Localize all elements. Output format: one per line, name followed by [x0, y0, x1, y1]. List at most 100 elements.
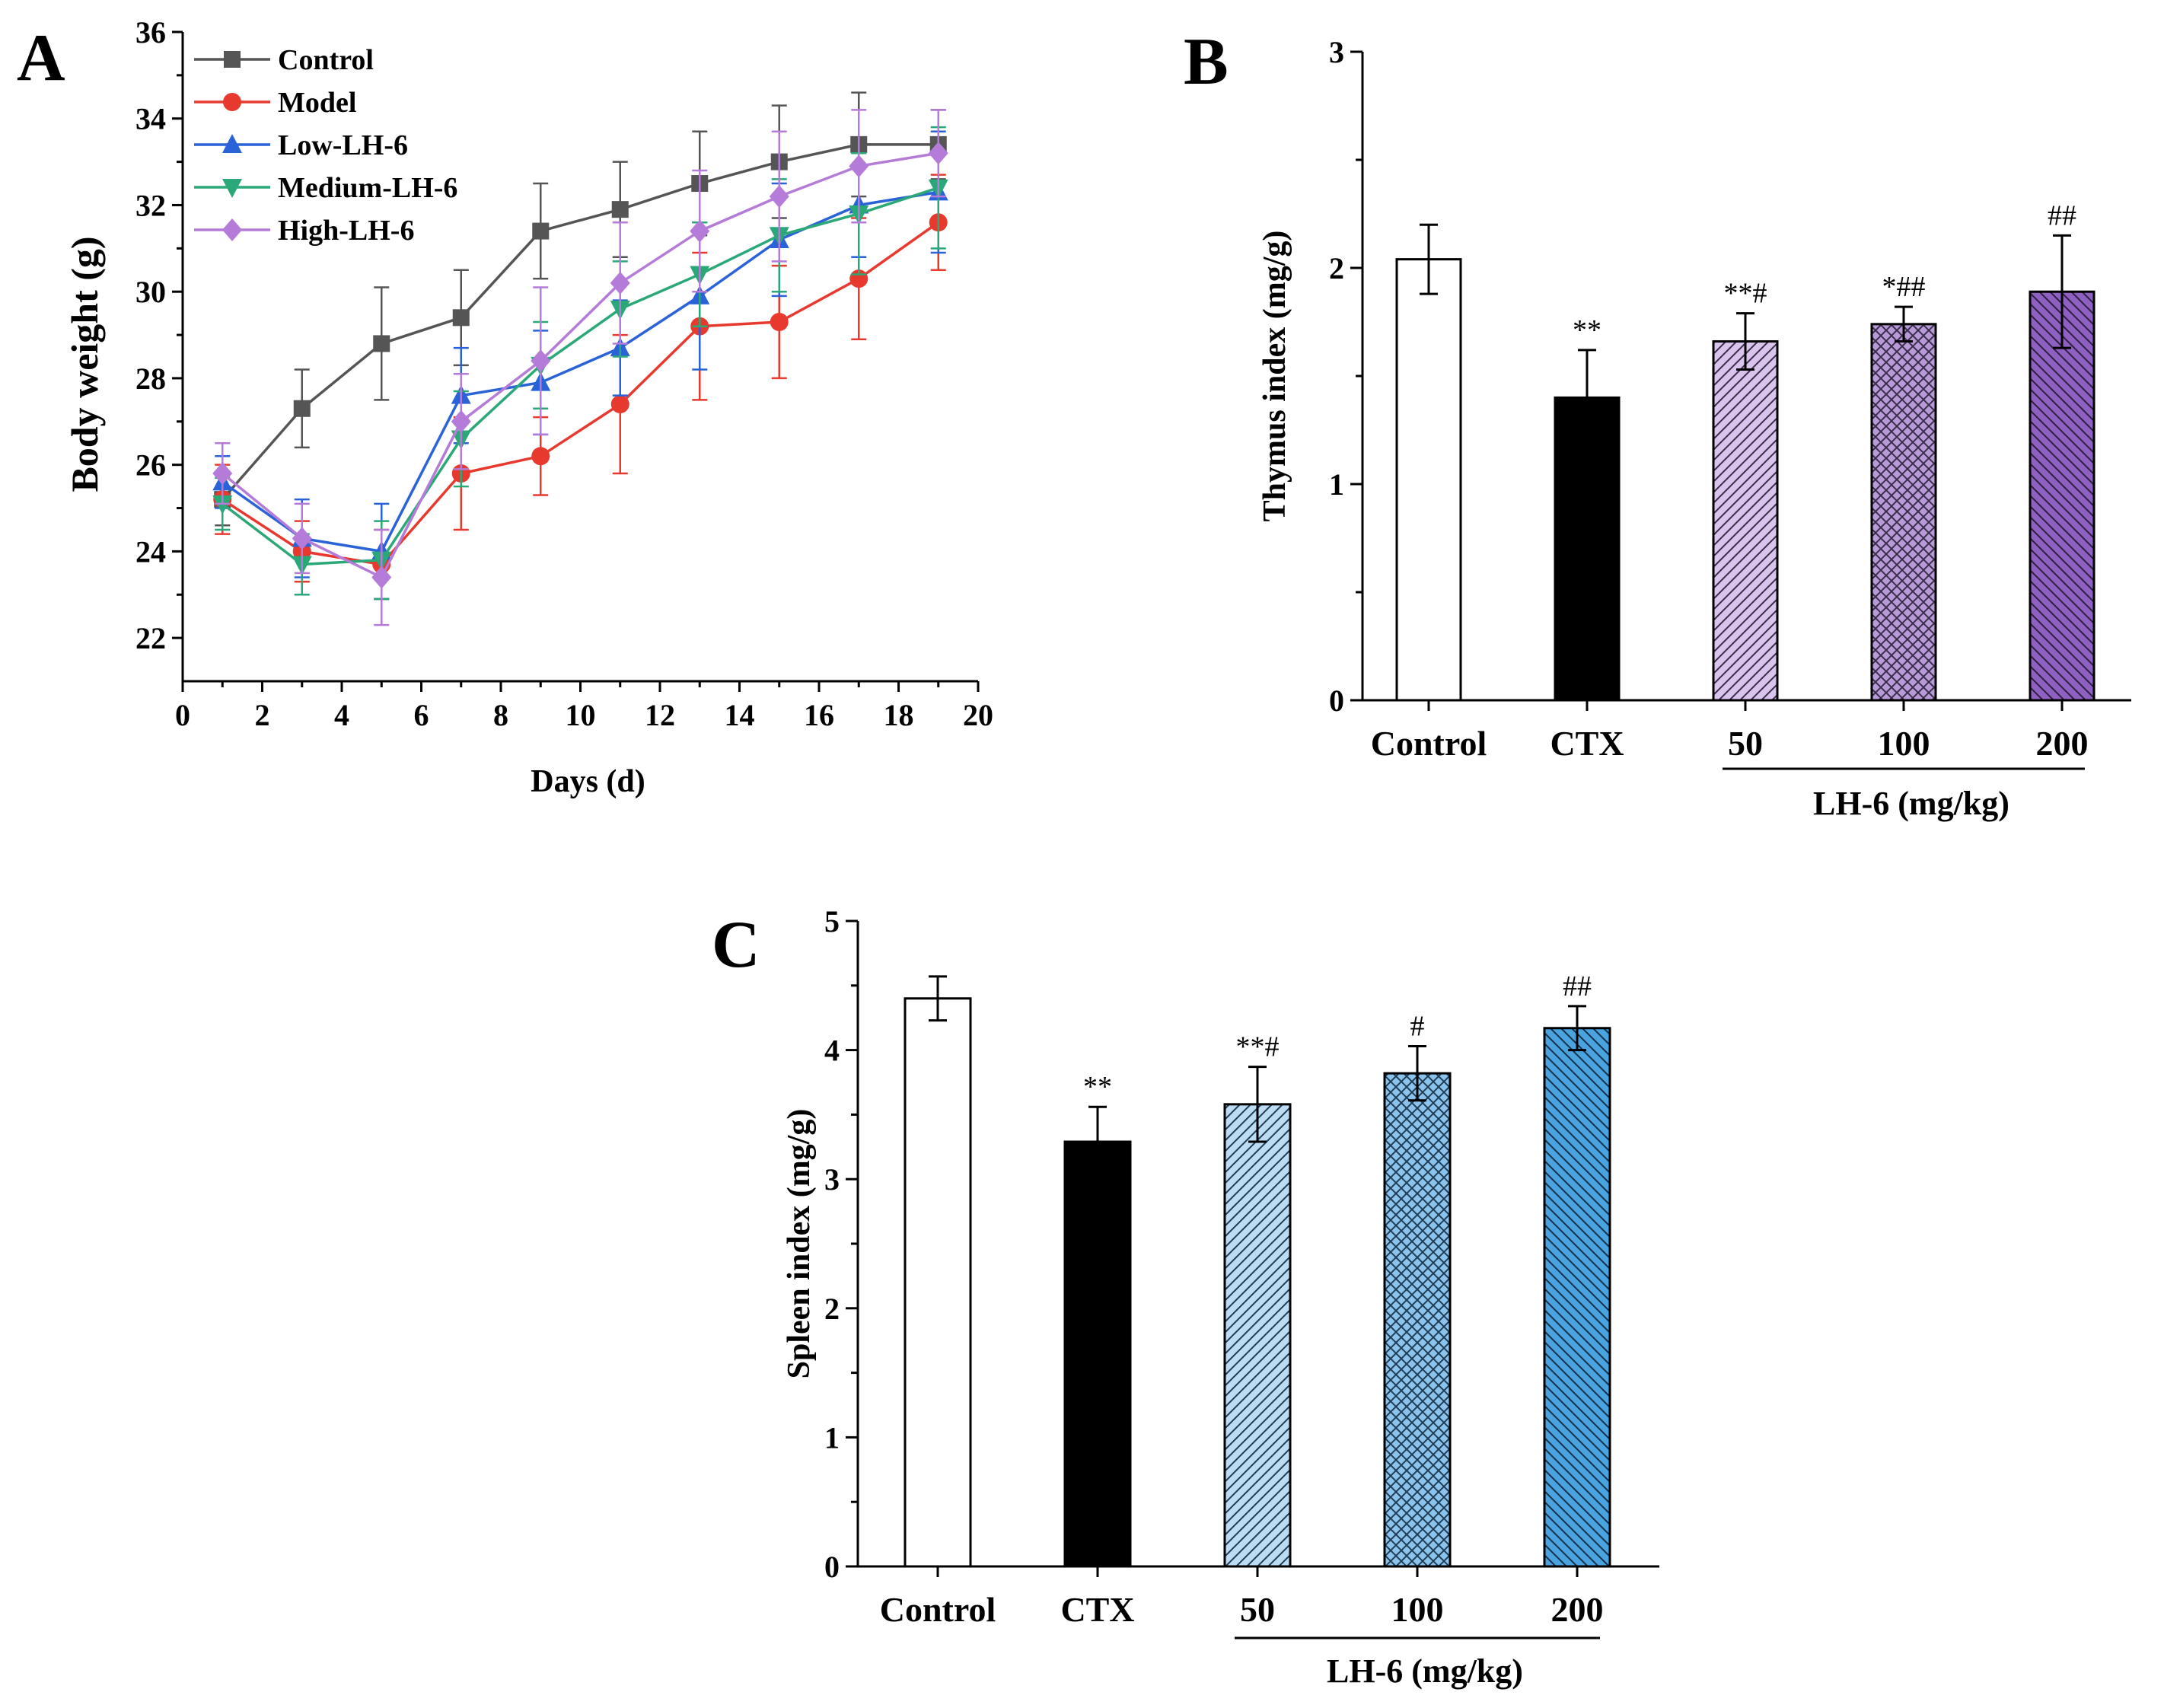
legend-label: Model: [278, 87, 356, 119]
bar-b-200: [2029, 290, 2095, 702]
group-label: LH-6 (mg/kg): [1327, 1652, 1523, 1690]
x-tick-label: 16: [804, 698, 834, 732]
data-point: [452, 309, 470, 327]
x-tick-label: 20: [963, 698, 993, 732]
bar-c-ctx: [1063, 1140, 1132, 1568]
bar-c-200: [1543, 1027, 1611, 1568]
category-label: 100: [1391, 1590, 1444, 1629]
data-point: [849, 155, 869, 178]
y-tick-label: 3: [824, 1162, 840, 1197]
category-label: 200: [2036, 724, 2089, 763]
data-point: [293, 400, 311, 417]
y-tick-label: 1: [824, 1420, 840, 1455]
x-tick-label: 4: [334, 698, 349, 732]
series-line: [221, 143, 939, 501]
legend: Control Model Low-LH-6 Medium-LH-6 High-LH-6: [194, 44, 457, 247]
y-tick-label: 1: [1329, 467, 1344, 502]
series-line: [221, 186, 939, 566]
y-tick-label: 28: [135, 362, 166, 396]
bar-b-100: [1870, 323, 1937, 702]
data-point: [531, 447, 550, 466]
category-label: Control: [880, 1590, 996, 1629]
bar-b-ctx: [1554, 396, 1621, 702]
category-label: CTX: [1060, 1590, 1134, 1629]
data-point: [770, 313, 789, 332]
x-tick-label: 12: [645, 698, 675, 732]
significance-label: **#: [1236, 1031, 1280, 1063]
series-line: [221, 190, 939, 553]
data-point: [531, 349, 551, 373]
group-label: LH-6 (mg/kg): [1813, 785, 2009, 822]
y-tick-label: 0: [1329, 684, 1344, 718]
data-point: [928, 142, 948, 165]
bar-b-50: [1712, 340, 1779, 702]
legend-swatch-marker: [222, 218, 242, 241]
data-point: [371, 566, 392, 589]
x-tick-label: 10: [566, 698, 596, 732]
legend-label: High-LH-6: [278, 215, 414, 247]
panel-letter-c: C: [712, 908, 760, 982]
legend-label: Control: [278, 44, 374, 76]
legend-swatch-marker: [222, 179, 242, 198]
panel-letter-b: B: [1184, 25, 1229, 99]
series-high-lh-6: [212, 109, 948, 626]
y-tick-label: 3: [1329, 35, 1344, 69]
series-line: [221, 221, 939, 566]
y-tick-label: 22: [135, 621, 166, 655]
data-point: [610, 271, 630, 295]
series-line: [221, 151, 939, 579]
category-label: Control: [1371, 724, 1487, 763]
legend-label: Medium-LH-6: [278, 172, 457, 204]
y-tick-label: 32: [135, 188, 166, 222]
data-point: [212, 462, 233, 486]
legend-label: Low-LH-6: [278, 129, 408, 161]
significance-label: ##: [2048, 199, 2076, 231]
y-tick-label: 34: [135, 102, 166, 136]
bar-c-100: [1383, 1072, 1452, 1568]
y-axis-title: Thymus index (mg/g): [1257, 231, 1292, 522]
x-tick-label: 2: [255, 698, 270, 732]
y-tick-label: 2: [824, 1292, 840, 1326]
y-tick-label: 2: [1329, 251, 1344, 285]
significance-label: *##: [1882, 271, 1926, 303]
significance-label: **: [1083, 1071, 1112, 1103]
panel-c-bar-chart: 0 1 2 3 4 5 Spleen index (mg/g) Control ** CTX **#…: [782, 904, 1659, 1690]
x-tick-label: 14: [725, 698, 755, 732]
bar-c-control: [904, 997, 972, 1568]
x-tick-label: 6: [414, 698, 429, 732]
y-tick-label: 36: [135, 15, 166, 49]
bar-b-control: [1395, 258, 1462, 702]
y-axis-title: Body weight (g): [63, 236, 106, 492]
data-point: [292, 527, 312, 550]
data-point: [373, 335, 390, 352]
data-point: [769, 185, 789, 209]
data-point: [212, 495, 233, 515]
panel-b-bar-chart: 0 1 2 3 Thymus index (mg/g) Control ** CTX **# 50…: [1257, 35, 2131, 822]
y-tick-label: 26: [135, 448, 166, 483]
category-label: 100: [1878, 724, 1930, 763]
y-tick-label: 30: [135, 275, 166, 309]
data-point: [451, 409, 471, 433]
category-label: 50: [1728, 724, 1763, 763]
category-label: 50: [1240, 1590, 1275, 1629]
significance-label: ##: [1563, 970, 1592, 1002]
x-tick-label: 8: [493, 698, 508, 732]
legend-swatch-marker: [223, 93, 241, 111]
data-point: [690, 219, 710, 243]
x-tick-label: 18: [884, 698, 914, 732]
y-tick-label: 4: [824, 1034, 840, 1068]
data-point: [532, 222, 550, 240]
panel-letter-a: A: [17, 21, 65, 95]
y-tick-label: 0: [824, 1550, 840, 1584]
y-tick-label: 24: [135, 534, 166, 569]
data-point: [611, 201, 629, 218]
significance-label: #: [1410, 1011, 1425, 1043]
x-axis-title: Days (d): [531, 764, 645, 799]
bar-c-50: [1223, 1103, 1292, 1568]
category-label: 200: [1551, 1590, 1604, 1629]
x-tick-label: 0: [175, 698, 190, 732]
significance-label: **#: [1724, 278, 1767, 310]
legend-swatch-marker: [222, 134, 242, 153]
